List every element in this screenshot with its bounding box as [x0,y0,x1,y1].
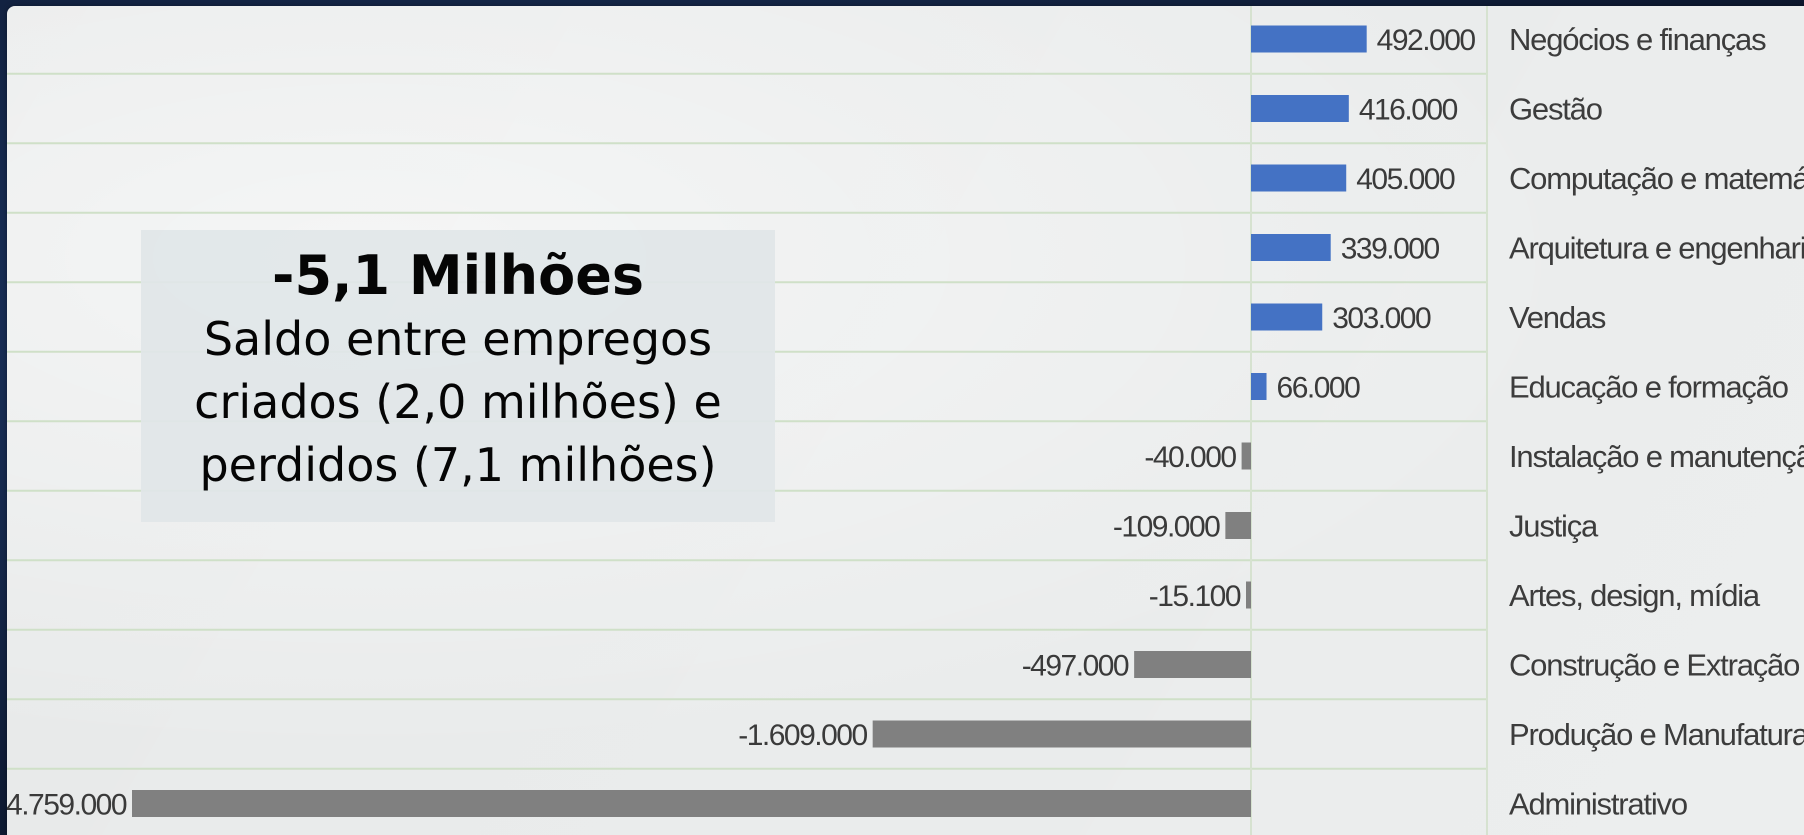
category-label: Arquitetura e engenharia [1509,231,1804,266]
category-label: Negócios e finanças [1509,22,1766,57]
summary-headline: -5,1 Milhões [272,244,644,307]
bar [1225,512,1251,539]
bars [132,25,1367,817]
value-label: 405.000 [1356,163,1455,196]
bar [1251,164,1347,192]
bar [1251,373,1267,400]
bar [1134,651,1251,678]
chart-panel: 492.000 416.000 405.000 339.000 303.000 66.00… [7,6,1804,835]
bar [1251,234,1331,261]
category-label: Artes, design, mídia [1509,578,1761,613]
value-label: -1.609.000 [738,719,867,752]
category-labels: Negócios e finanças Gestão Computação e ma… [1509,22,1804,822]
summary-callout: -5,1 Milhões Saldo entre empregos criado… [141,230,775,522]
value-label: -497.000 [1022,650,1129,683]
category-label: Construção e Extração [1509,648,1799,683]
bar [872,720,1251,748]
value-label: -40.000 [1144,441,1236,474]
value-label: 416.000 [1359,94,1458,127]
category-label: Instalação e manutenção [1509,439,1804,474]
bar [132,790,1251,817]
value-label: -15.100 [1149,580,1241,613]
value-label: 303.000 [1332,302,1431,335]
value-label: 492.000 [1377,24,1476,57]
value-label: -109.000 [1113,511,1220,544]
category-label: Vendas [1509,300,1606,335]
category-label: Administrativo [1509,787,1687,822]
bar [1251,25,1367,53]
category-label: Computação e matemática [1509,161,1804,196]
category-label: Educação e formação [1509,370,1788,405]
category-label: Gestão [1509,92,1602,127]
summary-body: Saldo entre empregos criados (2,0 milhõe… [194,312,722,492]
bar [1251,95,1349,122]
value-labels: 492.000 416.000 405.000 339.000 303.000 66.00… [7,24,1477,822]
value-label: 339.000 [1341,233,1440,266]
category-label: Justiça [1509,509,1599,544]
category-label: Produção e Manufatura [1509,717,1804,752]
value-label: -4.759.000 [7,789,127,822]
value-label: 66.000 [1277,372,1361,405]
bar [1251,303,1323,331]
bar [1241,442,1251,470]
bar [1246,581,1251,609]
